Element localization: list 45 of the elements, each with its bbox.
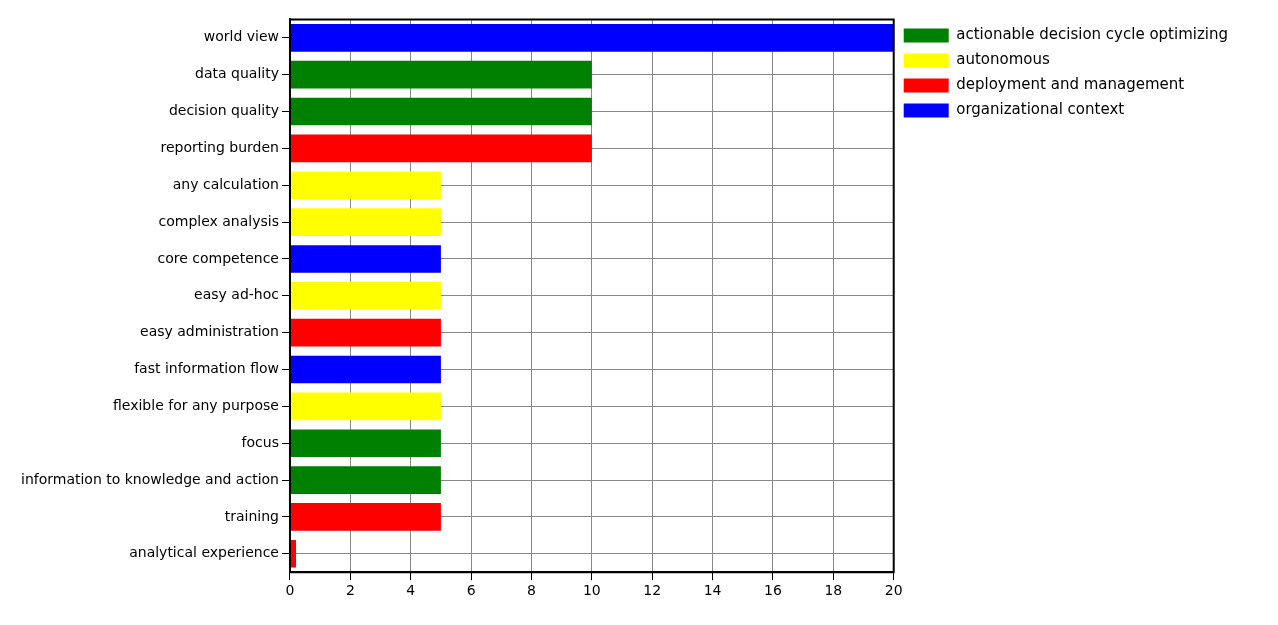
bar [290, 539, 297, 568]
bar [290, 24, 894, 52]
x-tick-label: 14 [703, 582, 722, 599]
y-tick-label: reporting burden [160, 139, 279, 156]
y-tick-label: focus [241, 433, 279, 450]
bar [290, 318, 441, 347]
bar [290, 503, 441, 531]
y-tick-label: information to knowledge and action [20, 470, 279, 487]
y-tick-label: data quality [195, 65, 279, 82]
y-tick-label: analytical experience [129, 544, 279, 561]
x-tick-label: 2 [345, 582, 355, 599]
x-tick-label: 16 [764, 582, 782, 599]
legend-label: autonomous [956, 50, 1050, 69]
y-tick-label: complex analysis [158, 212, 279, 229]
y-tick-label: world view [203, 28, 279, 45]
x-tick-label: 18 [824, 582, 843, 599]
x-tick-label: 6 [466, 582, 476, 599]
x-tick-label: 12 [643, 582, 662, 599]
y-tick-label: fast information flow [134, 360, 279, 377]
y-tick-label: core competence [157, 249, 279, 266]
bar [290, 466, 441, 494]
bar [290, 134, 592, 163]
bar [290, 171, 441, 200]
bar [290, 392, 441, 421]
bar [290, 429, 441, 458]
y-tick-label: easy ad-hoc [194, 286, 279, 303]
x-tick-label: 0 [285, 582, 295, 599]
bar [290, 60, 592, 89]
legend-label: actionable decision cycle optimizing [956, 25, 1228, 44]
y-tick-label: any calculation [172, 175, 279, 192]
y-tick-label: flexible for any purpose [113, 397, 279, 413]
x-tick-label: 10 [582, 582, 601, 599]
y-tick-label: decision quality [168, 102, 279, 119]
bar [290, 208, 441, 236]
bar [290, 355, 441, 384]
x-tick-label: 20 [884, 582, 903, 599]
bar [290, 281, 441, 310]
x-tick-label: 8 [527, 582, 536, 599]
legend-label: deployment and management [956, 75, 1185, 94]
legend-label: organizational context [956, 100, 1125, 119]
y-tick-label: easy administration [140, 323, 279, 340]
y-tick-label: training [224, 507, 279, 524]
bar [290, 245, 441, 273]
bar [290, 97, 592, 126]
x-tick-label: 4 [406, 582, 416, 599]
